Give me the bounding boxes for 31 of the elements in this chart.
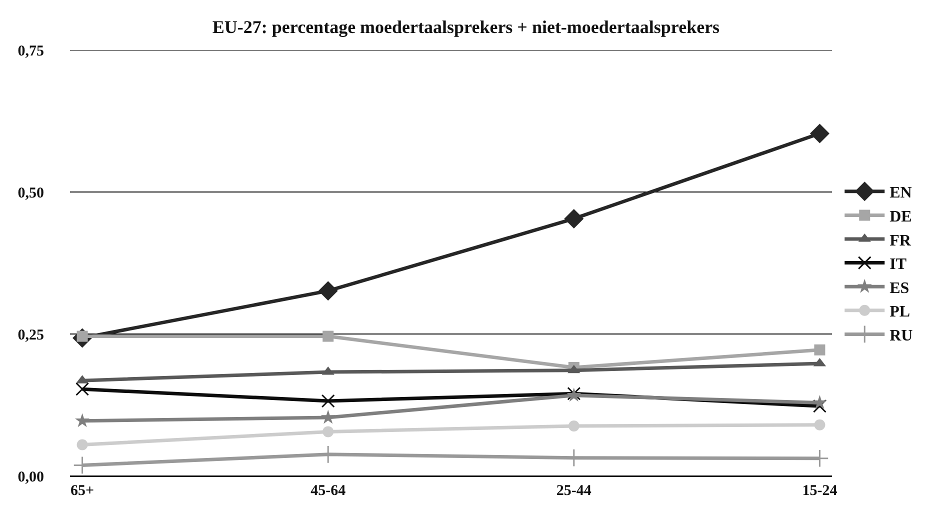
point — [568, 420, 580, 432]
y-tick-label: 0,25 — [18, 327, 44, 344]
y-tick-label: 0,50 — [18, 185, 44, 202]
point — [322, 330, 334, 342]
x-tick-label: 45-64 — [310, 483, 346, 499]
point — [318, 281, 338, 301]
point — [812, 399, 826, 413]
y-tick-label: 0,00 — [18, 469, 44, 486]
legend-label: IT — [890, 256, 907, 274]
legend-label: DE — [890, 208, 912, 226]
point — [810, 124, 830, 144]
legend-label: ES — [890, 280, 910, 297]
point — [76, 439, 88, 450]
point — [812, 395, 828, 409]
legend-label: FR — [890, 232, 912, 250]
x-tick-label: 15-24 — [802, 483, 838, 499]
x-tick-label: 25-44 — [556, 483, 592, 499]
point — [320, 410, 336, 424]
point — [321, 394, 335, 408]
legend-label: RU — [890, 327, 914, 344]
legend-label: EN — [890, 184, 912, 202]
point — [564, 208, 584, 228]
point — [814, 419, 826, 430]
chart-title: EU-27: percentage moedertaalsprekers + niet-moedertaalsprekers — [212, 17, 720, 38]
x-tick-label: 65+ — [70, 483, 94, 499]
legend-label: PL — [890, 304, 910, 321]
y-tick-label: 0,75 — [18, 43, 44, 60]
point — [74, 413, 90, 428]
point — [814, 344, 826, 356]
point — [76, 382, 90, 396]
point — [322, 426, 334, 438]
